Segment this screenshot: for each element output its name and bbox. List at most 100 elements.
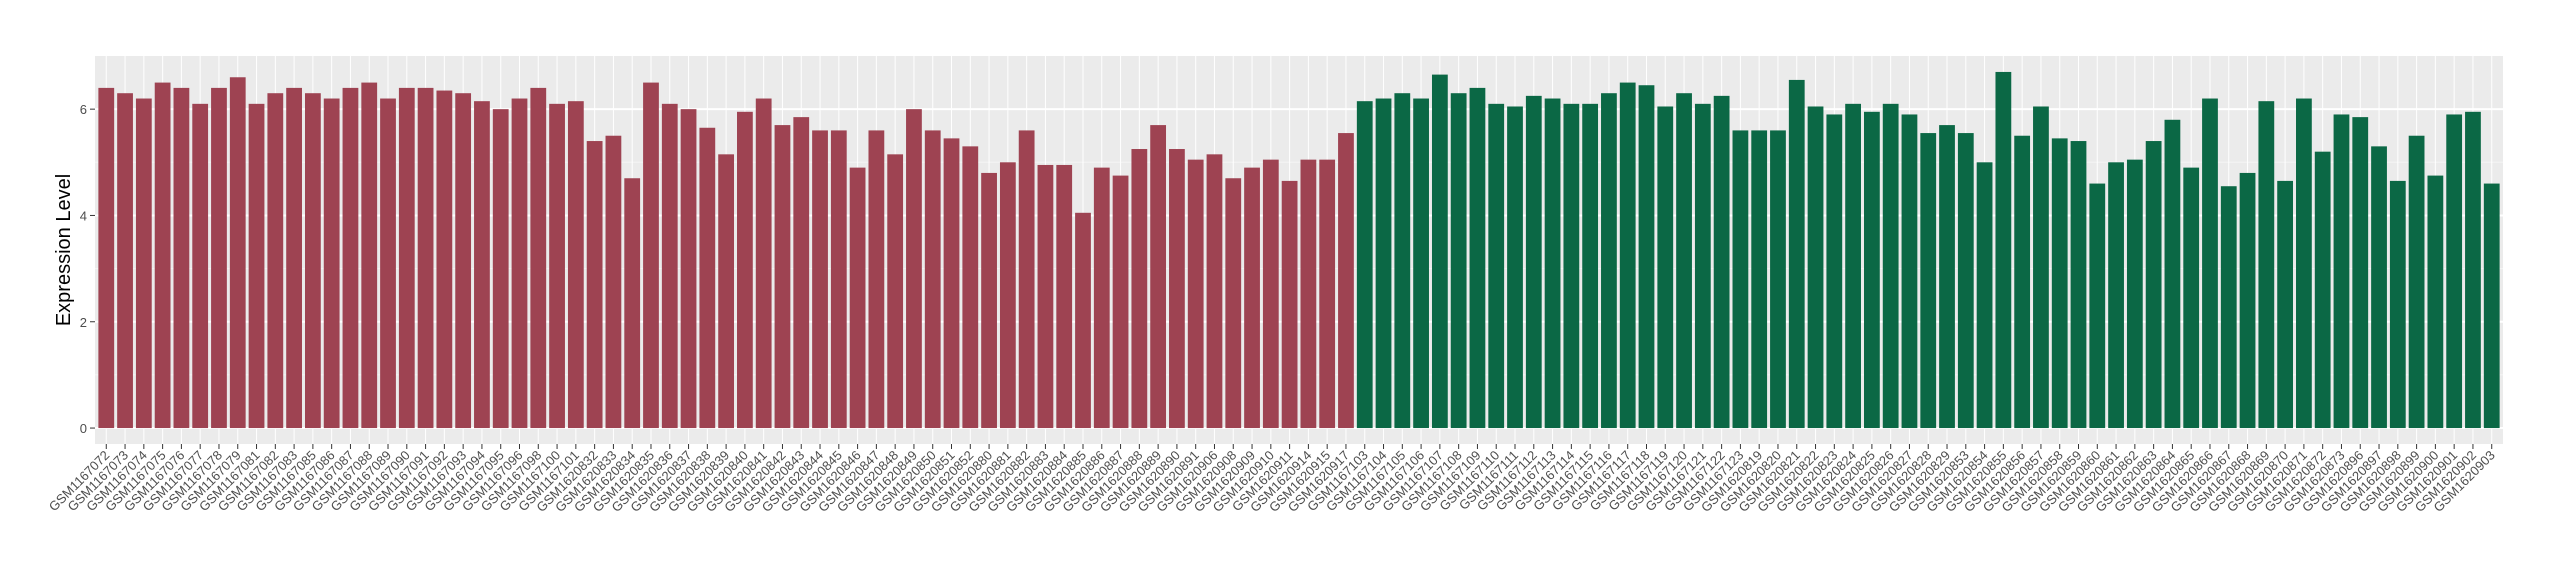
bar	[1788, 79, 1805, 429]
bar	[117, 93, 133, 429]
bar	[192, 103, 209, 429]
y-axis-title: Expression Level	[53, 174, 75, 326]
bar	[1732, 130, 1749, 429]
bar	[2108, 162, 2124, 429]
bar	[962, 146, 979, 429]
bar	[1563, 103, 1580, 429]
bar	[1619, 82, 1636, 429]
bar	[1601, 93, 1617, 429]
bar	[1469, 87, 1486, 429]
bar	[342, 87, 359, 429]
bar	[1093, 167, 1110, 429]
bar	[1507, 106, 1523, 429]
bar	[849, 167, 866, 429]
y-tick-label: 6	[80, 102, 87, 117]
bar	[455, 93, 472, 429]
bar	[229, 77, 246, 429]
bar	[643, 82, 659, 429]
bar	[1206, 154, 1223, 429]
bar	[1037, 164, 1054, 429]
bar	[1901, 114, 1918, 429]
bar	[1582, 103, 1599, 429]
bar	[267, 93, 284, 429]
bar	[1413, 98, 1429, 429]
bar	[323, 98, 340, 429]
bar	[2145, 141, 2162, 429]
bar	[1638, 85, 1655, 429]
bar	[2089, 183, 2106, 429]
bar	[530, 87, 547, 429]
bar	[2408, 135, 2425, 429]
bar	[2220, 186, 2237, 429]
bar	[1319, 159, 1336, 429]
bar	[549, 103, 565, 429]
bar	[1131, 149, 1148, 429]
bar	[699, 127, 716, 429]
bar	[1169, 149, 1185, 429]
bar	[1826, 114, 1843, 429]
bar	[2277, 180, 2294, 429]
bar	[1075, 212, 1091, 429]
bar	[1018, 130, 1035, 429]
bar	[1356, 101, 1373, 429]
bar	[2126, 159, 2143, 429]
bar	[1112, 175, 1129, 429]
bar	[868, 130, 885, 429]
bar	[98, 87, 115, 429]
bar	[1225, 178, 1242, 429]
bar	[511, 98, 528, 429]
bar	[2446, 114, 2463, 429]
bar	[567, 101, 584, 429]
bar	[1957, 133, 1974, 429]
bar	[2239, 172, 2256, 429]
bar	[906, 109, 922, 429]
bar	[624, 178, 641, 429]
bar	[248, 103, 265, 429]
bar	[417, 87, 434, 429]
bar	[154, 82, 171, 429]
bar	[474, 101, 490, 429]
bar	[1338, 133, 1354, 429]
bar	[718, 154, 735, 429]
bar	[2033, 106, 2049, 429]
bar	[586, 141, 603, 429]
bar	[1375, 98, 1392, 429]
bar	[1694, 103, 1711, 429]
bar	[2333, 114, 2350, 429]
bar	[1657, 106, 1674, 429]
bar	[2164, 119, 2181, 429]
bar	[1995, 71, 2012, 429]
bar	[2371, 146, 2387, 429]
bar	[661, 103, 678, 429]
bar	[812, 130, 828, 429]
bar	[1976, 162, 1993, 429]
bar	[2314, 151, 2331, 429]
bar	[1394, 93, 1411, 429]
bar	[737, 111, 753, 429]
bar	[605, 135, 622, 429]
bar	[2296, 98, 2312, 429]
bar	[2070, 141, 2087, 429]
bar	[1882, 103, 1899, 429]
bar	[1845, 103, 1861, 429]
bar	[1939, 125, 1955, 429]
bar	[830, 130, 847, 429]
bar	[999, 162, 1016, 429]
bar	[1676, 93, 1692, 429]
bar	[2183, 167, 2200, 429]
bar	[1751, 130, 1768, 429]
bar	[1244, 167, 1260, 429]
bar	[436, 90, 453, 429]
bar	[135, 98, 152, 429]
bar	[173, 87, 190, 429]
bar	[1300, 159, 1317, 429]
bar	[1770, 130, 1786, 429]
bar	[924, 130, 941, 429]
bar	[1187, 159, 1204, 429]
y-tick-label: 0	[80, 421, 87, 436]
bar	[1262, 159, 1279, 429]
bar	[1150, 125, 1167, 429]
bar	[943, 138, 960, 429]
